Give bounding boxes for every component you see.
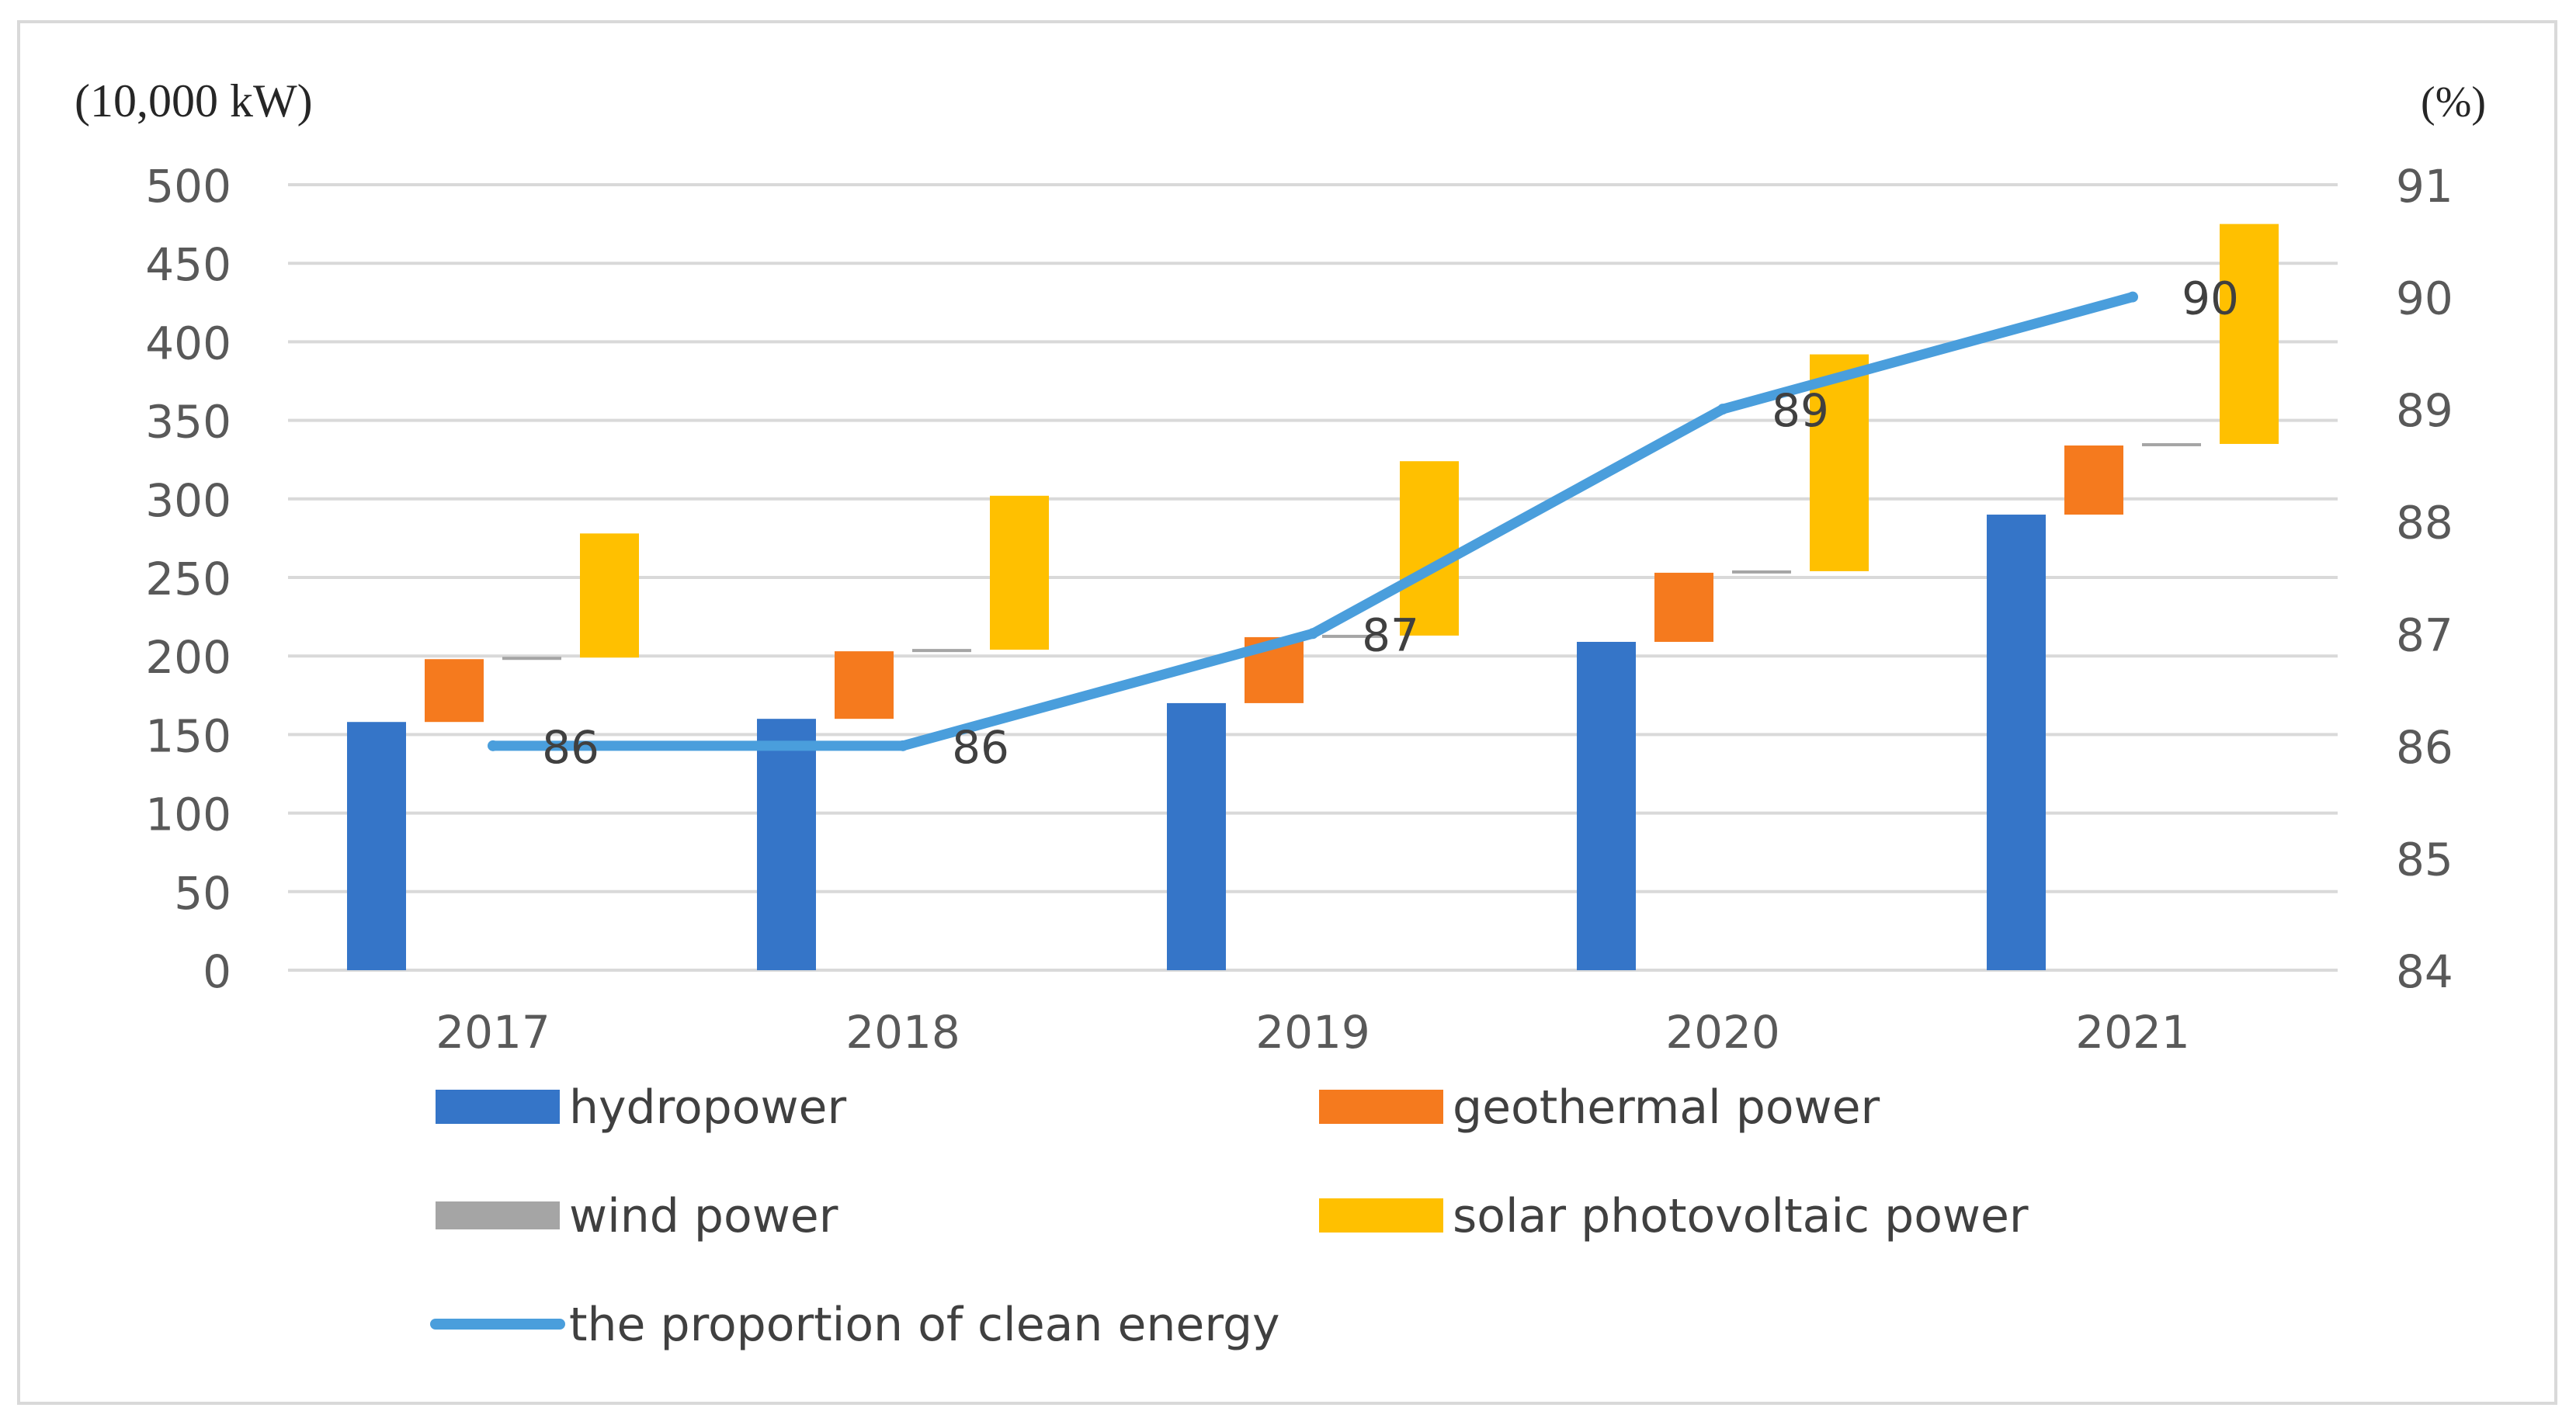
wind-power-bar (912, 649, 971, 653)
clean-energy-data-label: 86 (542, 721, 599, 774)
x-tick-label: 2020 (1665, 1006, 1780, 1059)
geothermal-power-bar (2064, 445, 2123, 515)
y-left-tick-label: 0 (203, 945, 231, 998)
clean-energy-data-label: 87 (1362, 608, 1419, 661)
legend-label-the-proportion-of-clean-energy: the proportion of clean energy (569, 1298, 1280, 1352)
y-right-tick-label: 86 (2396, 721, 2453, 774)
y-left-tick-label: 450 (145, 238, 231, 291)
legend-swatch-solar-photovoltaic-power (1319, 1198, 1443, 1233)
left-axis-unit-label: (10,000 kW) (75, 75, 313, 127)
hydropower-bar (1167, 702, 1226, 970)
y-left-tick-label: 150 (145, 709, 231, 762)
legend-label-geothermal-power: geothermal power (1453, 1080, 1880, 1135)
y-left-tick-label: 400 (145, 317, 231, 369)
clean-energy-point (897, 740, 908, 751)
y-right-tick-label: 90 (2396, 272, 2453, 325)
solar-photovoltaic-power-bar (2220, 224, 2279, 444)
legend-label-solar-photovoltaic-power: solar photovoltaic power (1453, 1189, 2029, 1243)
solar-photovoltaic-power-bar (580, 533, 639, 658)
y-right-tick-label: 87 (2396, 608, 2453, 661)
solar-photovoltaic-power-bar (1400, 461, 1459, 636)
chart-svg: (10,000 kW) (%) 0 50 100 150 200 250 300 350 400… (75, 75, 2486, 1352)
geothermal-power-bar (425, 659, 484, 723)
clean-energy-point (2127, 291, 2138, 303)
clean-energy-data-label: 89 (1772, 384, 1829, 437)
clean-energy-data-label: 90 (2182, 272, 2239, 325)
y-left-tick-label: 350 (145, 396, 231, 449)
clean-energy-data-label: 86 (952, 721, 1009, 774)
x-tick-label: 2019 (1255, 1006, 1370, 1059)
y-right-tick-label: 85 (2396, 833, 2453, 886)
legend-swatch-hydropower (436, 1090, 560, 1124)
chart-frame: (10,000 kW) (%) 0 50 100 150 200 250 300 350 400… (17, 20, 2557, 1405)
y-left-tick-label: 100 (145, 789, 231, 841)
clean-energy-proportion-line (488, 292, 2138, 751)
y-left-tick-label: 200 (145, 631, 231, 684)
y-left-tick-label: 50 (174, 867, 231, 920)
hydropower-bar (347, 722, 406, 970)
x-tick-label: 2018 (845, 1006, 960, 1059)
solar-photovoltaic-power-bar (1810, 354, 1869, 571)
hydropower-bar (1577, 641, 1636, 970)
y-right-tick-label: 88 (2396, 497, 2453, 550)
legend-label-hydropower: hydropower (569, 1080, 846, 1135)
bars (347, 224, 2279, 970)
wind-power-bar (1732, 570, 1791, 574)
wind-power-bar (2142, 442, 2201, 446)
y-left-tick-label: 500 (145, 160, 231, 213)
hydropower-bar (1987, 515, 2046, 970)
y-right-tick-label: 91 (2396, 160, 2453, 213)
geothermal-power-bar (1654, 572, 1713, 642)
x-tick-label: 2021 (2075, 1006, 2190, 1059)
y-left-tick-label: 250 (145, 553, 231, 605)
hydropower-bar (757, 719, 816, 970)
right-axis-unit-label: (%) (2421, 78, 2486, 127)
geothermal-power-bar (835, 651, 894, 719)
legend: hydropower geothermal power wind power sola… (430, 1080, 2029, 1352)
axes: (10,000 kW) (%) 0 50 100 150 200 250 300 350 400… (75, 75, 2486, 1059)
y-right-tick-label: 89 (2396, 384, 2453, 437)
legend-label-wind-power: wind power (569, 1189, 838, 1243)
wind-power-bar (1322, 634, 1381, 638)
legend-swatch-geothermal-power (1319, 1090, 1443, 1124)
clean-energy-point (1717, 404, 1728, 415)
y-right-tick-label: 84 (2396, 945, 2453, 998)
clean-energy-point (1307, 628, 1318, 640)
clean-energy-line-layer: 86 86 87 89 90 (488, 272, 2239, 774)
wind-power-bar (502, 657, 561, 660)
y-left-tick-label: 300 (145, 474, 231, 527)
x-tick-label: 2017 (436, 1006, 550, 1059)
clean-energy-point (488, 740, 498, 751)
solar-photovoltaic-power-bar (990, 495, 1049, 650)
legend-swatch-wind-power (436, 1201, 560, 1229)
